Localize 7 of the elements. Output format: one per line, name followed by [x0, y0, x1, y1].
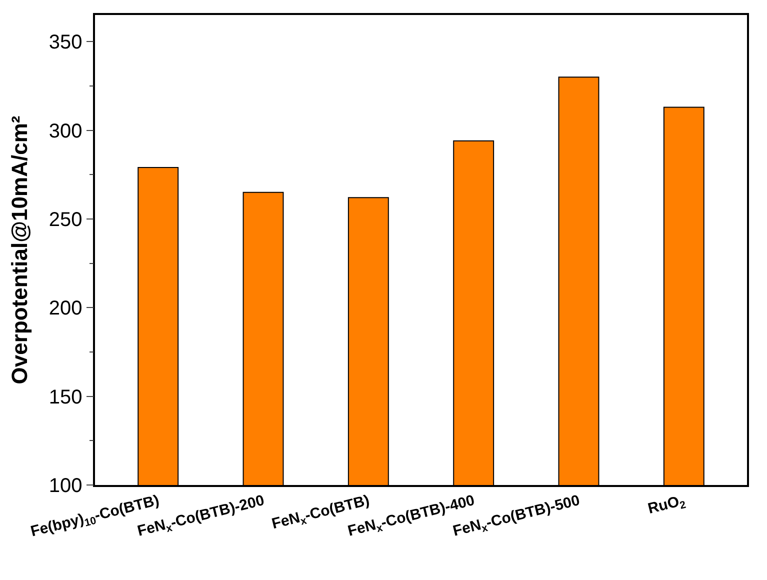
y-tick-label: 200: [48, 298, 82, 320]
y-tick-label: 250: [48, 208, 82, 231]
y-axis-title: Overpotential@10mA/cm²: [7, 116, 32, 384]
y-tick-label: 350: [48, 32, 82, 54]
y-tick-label: 100: [48, 475, 82, 497]
y-tick-label: 150: [48, 386, 82, 408]
y-tick-label: 300: [48, 120, 82, 142]
